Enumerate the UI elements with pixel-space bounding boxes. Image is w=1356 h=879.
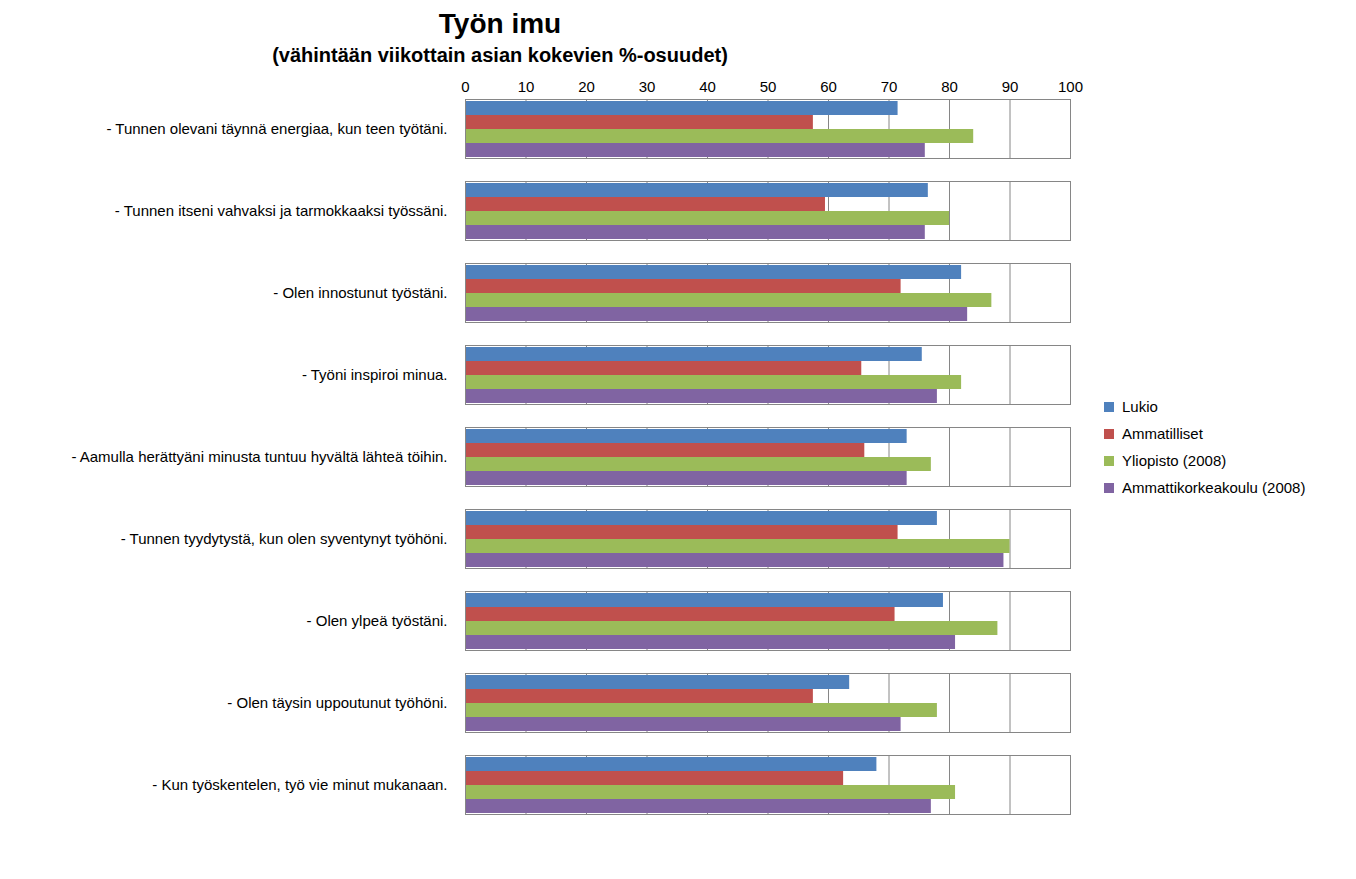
svg-text:- Olen innostunut työstäni.: - Olen innostunut työstäni.	[273, 284, 447, 301]
svg-text:80: 80	[941, 78, 958, 95]
svg-text:30: 30	[639, 78, 656, 95]
svg-text:20: 20	[578, 78, 595, 95]
html-text:Yliopisto (2008): Yliopisto (2008)	[1122, 452, 1227, 469]
svg-text:- Olen täysin uppoutunut työhö: - Olen täysin uppoutunut työhöni.	[227, 694, 447, 711]
svg-text:60: 60	[820, 78, 837, 95]
svg-text:100: 100	[1058, 78, 1083, 95]
svg-text:- Kun työskentelen, työ vie mi: - Kun työskentelen, työ vie minut mukana…	[152, 776, 447, 793]
svg-text:0: 0	[461, 78, 469, 95]
html-text:Lukio: Lukio	[1122, 398, 1158, 415]
svg-text:- Työni inspiroi minua.: - Työni inspiroi minua.	[302, 366, 448, 383]
svg-text:90: 90	[1002, 78, 1019, 95]
svg-text:- Tunnen itseni vahvaksi ja ta: - Tunnen itseni vahvaksi ja tarmokkaaksi…	[115, 202, 448, 219]
svg-text:- Tunnen tyydytystä, kun olen: - Tunnen tyydytystä, kun olen syventynyt…	[121, 530, 448, 547]
svg-text:- Aamulla herättyäni minusta t: - Aamulla herättyäni minusta tuntuu hyvä…	[71, 448, 447, 465]
svg-text:50: 50	[760, 78, 777, 95]
html-text:Työn imu: Työn imu	[438, 8, 562, 39]
html-text:(vähintään viikottain asian ko: (vähintään viikottain asian kokevien %-o…	[272, 44, 728, 66]
html-text:Ammattikorkeakoulu (2008): Ammattikorkeakoulu (2008)	[1122, 479, 1306, 496]
svg-text:10: 10	[518, 78, 535, 95]
html-text:Ammatilliset: Ammatilliset	[1122, 425, 1203, 442]
svg-text:- Tunnen olevani täynnä energi: - Tunnen olevani täynnä energiaa, kun te…	[106, 120, 447, 137]
svg-text:40: 40	[699, 78, 716, 95]
svg-text:- Olen ylpeä työstäni.: - Olen ylpeä työstäni.	[307, 612, 448, 629]
svg-text:70: 70	[881, 78, 898, 95]
